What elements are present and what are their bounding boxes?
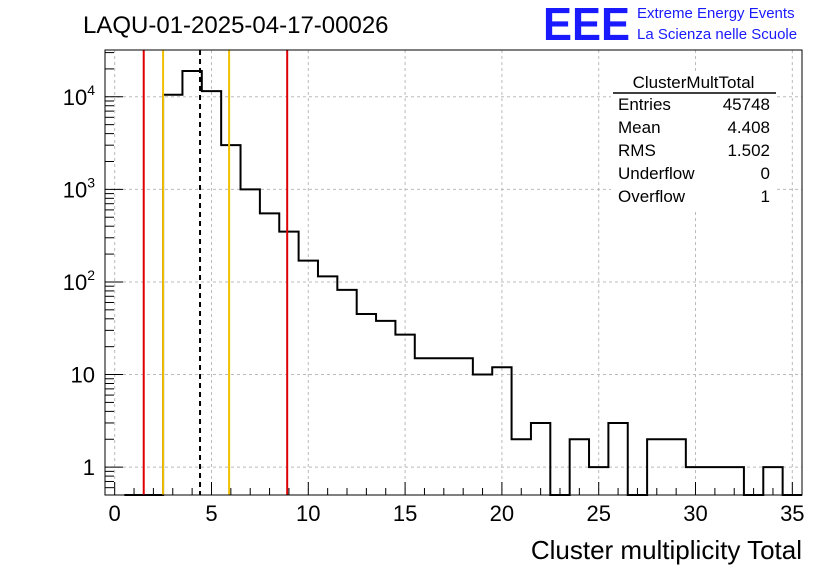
stats-title: ClusterMultTotal (633, 73, 755, 92)
x-tick-label: 5 (205, 501, 217, 526)
chart-title: LAQU-01-2025-04-17-00026 (83, 12, 389, 39)
y-tick-label: 103 (63, 174, 95, 202)
stats-label: RMS (618, 141, 656, 160)
logo-line-2: La Scienza nelle Scuole (637, 26, 797, 43)
y-tick-label: 10 (71, 363, 95, 388)
histogram (124, 69, 802, 496)
histogram-outline (124, 69, 802, 496)
x-tick-labels: 0 5 10 15 20 25 30 35 (109, 501, 805, 526)
logo-mark: EEE (543, 0, 630, 50)
stats-label: Mean (618, 118, 661, 137)
stats-value: 1.502 (727, 141, 770, 160)
x-tick-label: 35 (780, 501, 804, 526)
stats-label: Underflow (618, 164, 695, 183)
plot-border (104, 49, 803, 496)
stats-label: Overflow (618, 187, 686, 206)
x-tick-label: 0 (109, 501, 121, 526)
eee-logo: EEE Extreme Energy Events La Scienza nel… (543, 0, 797, 50)
plot-frame (104, 49, 803, 496)
x-tick-label: 30 (683, 501, 707, 526)
y-tick-label: 1 (83, 455, 95, 480)
x-tick-label: 15 (393, 501, 417, 526)
y-tick-label: 104 (63, 82, 95, 110)
marker-lines (142, 50, 289, 495)
axis-ticks (105, 52, 793, 495)
stats-value: 0 (761, 164, 770, 183)
x-axis-label: Cluster multiplicity Total (531, 535, 802, 565)
logo-line-1: Extreme Energy Events (637, 5, 795, 22)
stats-value: 45748 (723, 95, 770, 114)
x-tick-label: 25 (586, 501, 610, 526)
y-tick-label: 102 (63, 267, 95, 295)
x-tick-label: 20 (490, 501, 514, 526)
x-tick-label: 10 (296, 501, 320, 526)
stats-box: ClusterMultTotal Entries 45748 Mean 4.408 RMS… (611, 72, 776, 210)
stats-label: Entries (618, 95, 671, 114)
stats-value: 4.408 (727, 118, 770, 137)
stats-box-bg (611, 72, 776, 210)
stats-value: 1 (761, 187, 770, 206)
grid (105, 50, 802, 495)
y-tick-labels: 1 10 102 103 104 (63, 82, 95, 480)
